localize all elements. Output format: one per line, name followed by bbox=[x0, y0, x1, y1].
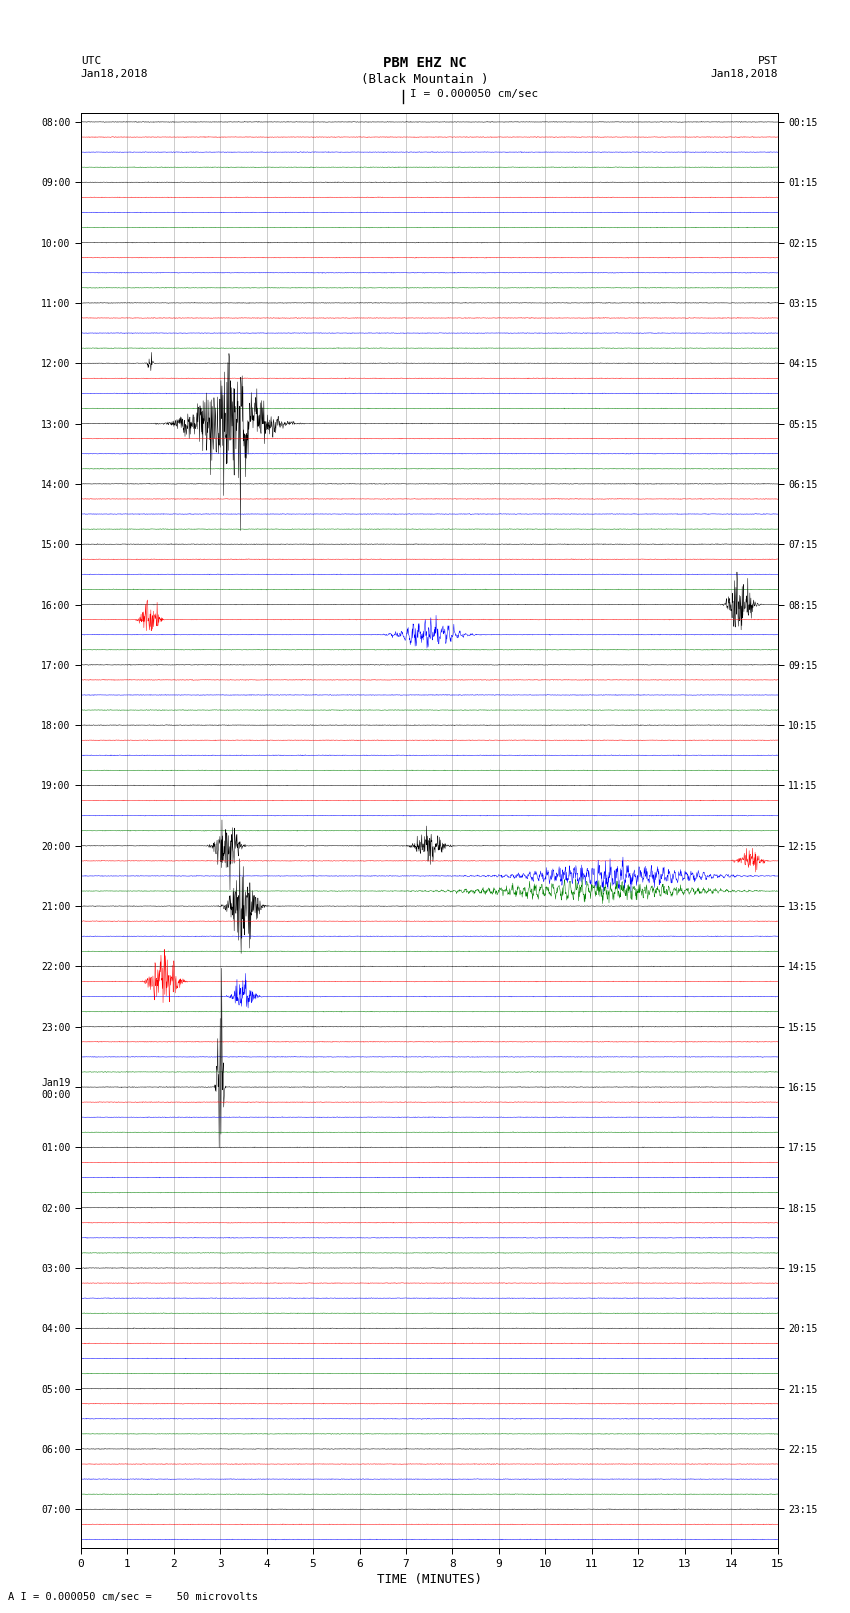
Text: UTC: UTC bbox=[81, 56, 101, 66]
Text: Jan18,2018: Jan18,2018 bbox=[711, 69, 778, 79]
Text: Jan18,2018: Jan18,2018 bbox=[81, 69, 148, 79]
Text: PST: PST bbox=[757, 56, 778, 66]
Text: PBM EHZ NC: PBM EHZ NC bbox=[383, 56, 467, 71]
Text: A I = 0.000050 cm/sec =    50 microvolts: A I = 0.000050 cm/sec = 50 microvolts bbox=[8, 1592, 258, 1602]
Text: I = 0.000050 cm/sec: I = 0.000050 cm/sec bbox=[410, 89, 538, 98]
X-axis label: TIME (MINUTES): TIME (MINUTES) bbox=[377, 1573, 482, 1586]
Text: (Black Mountain ): (Black Mountain ) bbox=[361, 73, 489, 85]
